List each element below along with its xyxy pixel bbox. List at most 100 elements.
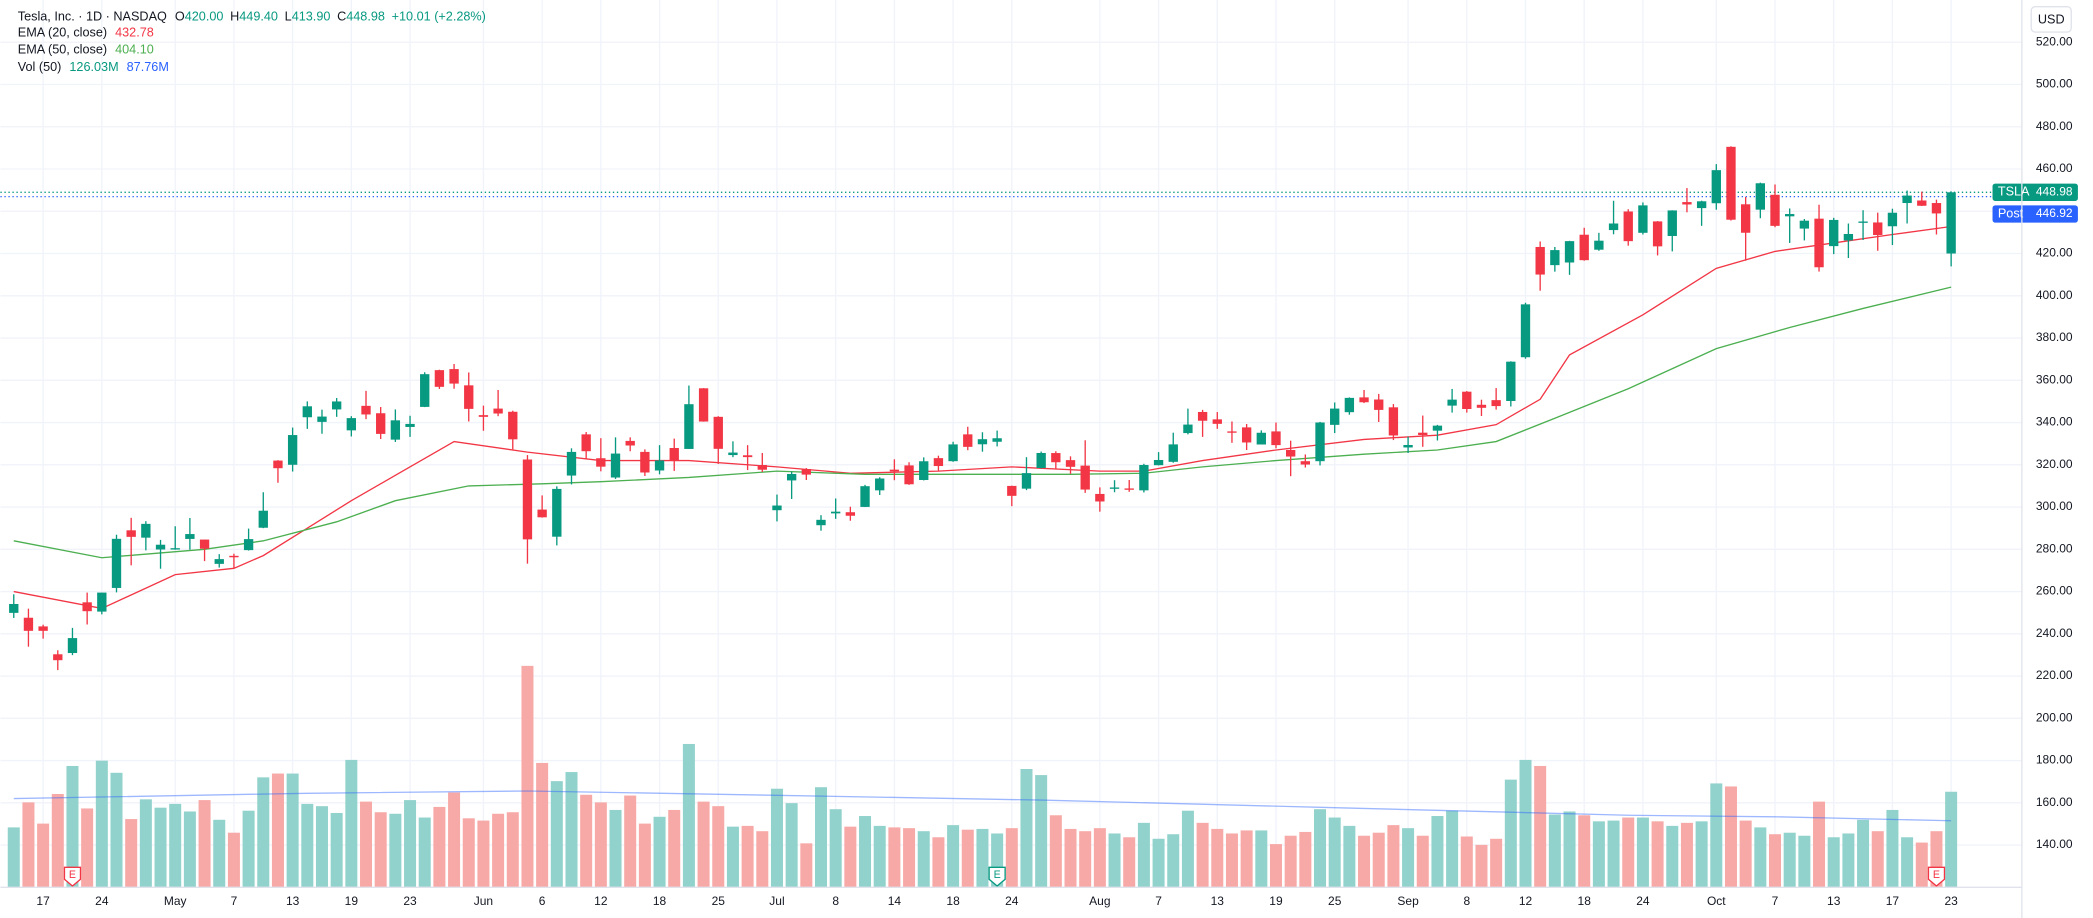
candle-body <box>1095 493 1105 502</box>
candle-body <box>1256 432 1266 445</box>
candle-body <box>566 451 577 476</box>
x-tick-label: 19 <box>345 894 359 908</box>
candle-body <box>1858 221 1868 223</box>
y-tick-label: 520.00 <box>2036 34 2073 48</box>
volume-bar <box>139 799 152 888</box>
candle-body <box>1330 408 1340 425</box>
x-tick-label: 12 <box>594 894 608 908</box>
volume-bar <box>1446 810 1459 888</box>
x-tick-label: 24 <box>95 894 109 908</box>
volume-bar <box>550 781 563 888</box>
volume-bar <box>829 809 842 888</box>
x-tick-label: 17 <box>36 894 50 908</box>
candle-body <box>23 617 34 631</box>
candle-body <box>464 385 474 409</box>
event-marker <box>63 866 82 887</box>
candle-body <box>287 435 298 465</box>
candle-body <box>713 416 723 449</box>
volume-bar <box>1314 809 1327 888</box>
indicator-lines <box>0 191 2022 610</box>
volume-bar <box>947 825 960 888</box>
candle-body <box>1638 205 1648 233</box>
volume-bar <box>1064 828 1077 888</box>
volume-bar <box>448 792 461 888</box>
candle-body <box>1183 424 1193 434</box>
candle-body <box>625 440 635 446</box>
x-tick-label: 13 <box>1211 894 1225 908</box>
volume-bar <box>81 808 94 888</box>
candle-body <box>610 453 621 478</box>
volume-bar <box>814 787 828 888</box>
volume-bar <box>1225 833 1238 888</box>
volume-bar <box>638 823 651 888</box>
y-tick-label: 180.00 <box>2036 753 2073 767</box>
volume-bar <box>1563 811 1576 888</box>
candle-body <box>1139 464 1149 491</box>
candle-body <box>1359 397 1369 403</box>
volume-bar <box>859 816 872 888</box>
candle-body <box>1491 400 1501 407</box>
x-tick-label: 18 <box>946 894 960 908</box>
volume-bar <box>1358 835 1371 888</box>
volume-bar <box>1079 831 1092 888</box>
x-tick-label: Sep <box>1397 894 1419 908</box>
x-tick-label: 19 <box>1269 894 1283 908</box>
volume-bar <box>1343 825 1356 888</box>
volume-bar <box>227 832 240 888</box>
volume-bar <box>315 806 328 888</box>
x-tick-label: 18 <box>1578 894 1592 908</box>
volume-bar <box>1490 838 1503 888</box>
volume-bar <box>286 773 299 888</box>
volume-bar <box>844 826 857 888</box>
candle-body <box>1285 449 1296 457</box>
volume-bar <box>1636 817 1649 888</box>
volume-bar <box>1284 835 1297 888</box>
candle-body <box>1917 200 1927 206</box>
candle-body <box>1418 432 1428 436</box>
volume-bar <box>1739 820 1752 888</box>
candle-body <box>757 464 767 470</box>
candle-body <box>199 539 210 549</box>
volume-bar <box>95 760 108 888</box>
candle-body <box>948 444 958 462</box>
candle-body <box>1432 425 1443 431</box>
candle-body <box>1711 170 1721 204</box>
volume-bar <box>1813 801 1826 888</box>
x-tick-label: 12 <box>1519 894 1533 908</box>
candle-body <box>801 469 811 475</box>
volume-bar <box>785 803 798 888</box>
candle-body <box>816 519 826 526</box>
volume-bar <box>1783 832 1796 888</box>
candle-body <box>1535 246 1545 275</box>
volume-bar <box>976 828 989 888</box>
volume-bar <box>1005 828 1018 888</box>
candle-body <box>1667 210 1677 236</box>
candle-body <box>229 555 239 558</box>
candle-body <box>992 438 1002 442</box>
ema-line <box>13 225 1952 610</box>
candle-body <box>1873 222 1883 236</box>
candle-body <box>1931 203 1942 214</box>
candle-body <box>1271 431 1281 446</box>
volume-bar <box>1167 834 1180 888</box>
volume-bar <box>1211 828 1224 888</box>
x-tick-label: 7 <box>1772 894 1779 908</box>
candle-body <box>1608 223 1619 231</box>
event-marker <box>988 866 1006 887</box>
volume-bar <box>374 812 387 888</box>
volume-bar <box>741 825 754 888</box>
volume-bar <box>1093 828 1106 888</box>
event-label: E <box>994 869 1001 881</box>
y-tick-label: 260.00 <box>2036 584 2073 598</box>
x-tick-label: 13 <box>286 894 300 908</box>
volume-bar <box>565 772 578 888</box>
ohlc-key: H <box>230 10 239 24</box>
candle-body <box>273 460 283 469</box>
candle-body <box>669 447 679 461</box>
candle-body <box>977 439 988 445</box>
volume-bar <box>712 806 725 888</box>
candle-body <box>1462 391 1472 410</box>
currency-button[interactable] <box>2030 6 2072 33</box>
volume-bar <box>1137 822 1150 888</box>
x-tick-label: 23 <box>403 894 417 908</box>
